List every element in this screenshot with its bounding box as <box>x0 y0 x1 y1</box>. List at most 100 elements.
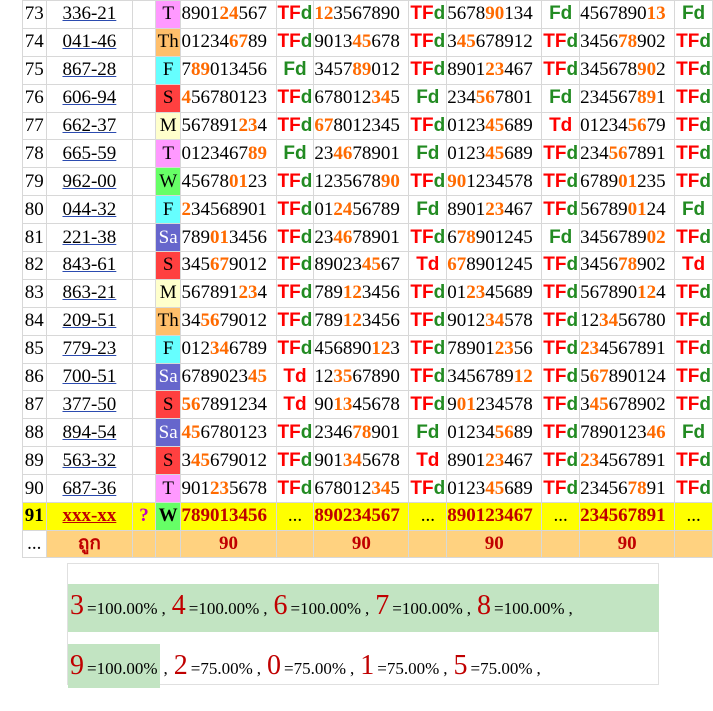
digit: 8 <box>257 477 267 499</box>
match-tag: TFd <box>541 27 581 57</box>
digit: 9 <box>380 170 391 192</box>
number-cell: 789013456 <box>180 55 277 85</box>
result-code-link[interactable]: 662-37 <box>45 111 134 141</box>
digit: 2 <box>333 198 343 220</box>
digit: 6 <box>618 87 628 109</box>
d-label: d <box>300 310 313 332</box>
match-tag: TFd <box>674 83 713 113</box>
separator: , <box>443 659 448 678</box>
row-index: 76 <box>22 83 47 113</box>
result-code-link[interactable]: 377-50 <box>45 390 134 420</box>
prediction-number: 789013456 <box>180 502 277 531</box>
digit: 1 <box>656 477 666 499</box>
separator: , <box>536 659 541 678</box>
digit: 3 <box>361 310 372 332</box>
digit: 5 <box>181 115 191 136</box>
digit: 3 <box>637 421 647 443</box>
result-code-link[interactable]: 867-28 <box>45 55 134 85</box>
result-code-link[interactable]: 221-38 <box>45 223 134 253</box>
digit: 2 <box>314 142 324 164</box>
digit: 2 <box>485 449 495 471</box>
digit: 9 <box>447 310 457 332</box>
result-code-link[interactable]: 863-21 <box>45 278 134 308</box>
digit: 4 <box>580 3 590 25</box>
stat-digit: 6 <box>273 590 288 621</box>
digit: 3 <box>447 31 457 53</box>
digit: 0 <box>200 3 210 25</box>
number-cell: 567891234 <box>180 111 277 141</box>
row-index: 78 <box>22 139 47 169</box>
digit: 7 <box>219 254 229 276</box>
result-code-link[interactable]: 894-54 <box>45 418 134 448</box>
digit: 6 <box>475 366 486 388</box>
number-cell: 901345678 <box>313 390 410 420</box>
tf-label: TF <box>277 254 301 276</box>
number-cell: 567890124 <box>579 362 676 392</box>
digit: 9 <box>523 115 533 136</box>
digit: 7 <box>238 142 248 164</box>
result-code-link[interactable]: 843-61 <box>45 251 134 280</box>
match-tag: TFd <box>541 474 581 504</box>
number-cell: 901234578 <box>446 306 543 336</box>
digit: 8 <box>342 338 353 360</box>
stat-percent: =100.00% <box>494 599 565 618</box>
digit: 4 <box>333 226 343 248</box>
digit: 0 <box>342 115 353 136</box>
digit: 8 <box>323 310 334 332</box>
result-code-link[interactable]: 687-36 <box>45 474 134 504</box>
digit: 8 <box>209 282 220 304</box>
match-tag: TFd <box>674 27 713 57</box>
result-code-link[interactable]: 962-00 <box>45 167 134 197</box>
d-label: d <box>300 87 313 109</box>
result-code-link[interactable]: 665-59 <box>45 139 134 169</box>
digit: 8 <box>523 310 533 332</box>
result-code-link[interactable]: 700-51 <box>45 362 134 392</box>
digit: 1 <box>352 87 362 109</box>
digit: 8 <box>219 421 229 443</box>
digit: 0 <box>181 338 191 360</box>
digit: 0 <box>485 226 495 248</box>
d-label: d <box>300 3 313 25</box>
match-tag: TFd <box>275 474 315 504</box>
number-cell: 012345689 <box>446 474 543 504</box>
result-code-link[interactable]: 041-46 <box>45 27 134 57</box>
number-cell: 890234567 <box>313 251 410 280</box>
separator: , <box>256 659 261 678</box>
digit: 4 <box>181 170 191 192</box>
digit: 2 <box>580 449 590 471</box>
digit: 2 <box>580 338 590 360</box>
digit: 0 <box>323 393 334 415</box>
digit: 5 <box>209 198 220 220</box>
result-code-link[interactable]: 044-32 <box>45 195 134 225</box>
match-tag: TFd <box>408 167 448 197</box>
result-code-link[interactable]: xxx-xx <box>45 502 134 531</box>
digit: 5 <box>181 282 191 304</box>
digit: 3 <box>219 477 229 499</box>
digit: 0 <box>618 170 628 192</box>
digit: 0 <box>209 59 220 81</box>
digit: 0 <box>181 31 191 53</box>
result-code-link[interactable]: 336-21 <box>45 0 134 29</box>
tf-label: TF <box>410 3 434 25</box>
result-code-link[interactable]: 779-23 <box>45 334 134 364</box>
row-index: 82 <box>22 251 47 280</box>
digit: 9 <box>656 115 666 136</box>
digit: 7 <box>190 366 201 388</box>
match-tag: TFd <box>275 306 315 336</box>
digit: 5 <box>494 421 505 443</box>
stat-percent: =75.00% <box>284 659 346 678</box>
match-tag: TFd <box>674 139 713 169</box>
digit: 2 <box>314 421 324 443</box>
d-label: d <box>300 115 313 136</box>
d-label: d <box>566 282 579 304</box>
result-code-link[interactable]: 606-94 <box>45 83 134 113</box>
digit: 0 <box>333 254 343 276</box>
digit: 8 <box>323 282 334 304</box>
result-code-link[interactable]: 209-51 <box>45 306 134 336</box>
result-code-link[interactable]: 563-32 <box>45 446 134 476</box>
digit: 5 <box>504 310 514 332</box>
digit: 3 <box>475 421 486 443</box>
digit: 8 <box>371 3 381 25</box>
tf-label: TF <box>543 198 567 220</box>
tf-label: TF <box>543 393 567 415</box>
